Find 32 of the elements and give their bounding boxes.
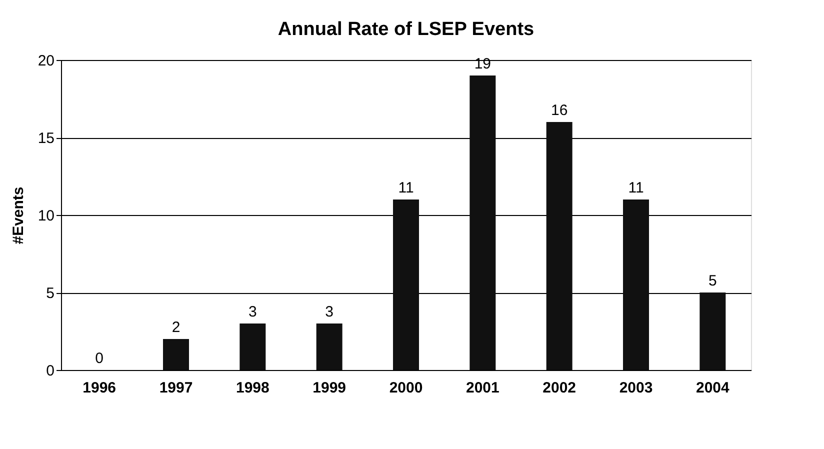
bar: [316, 324, 342, 370]
x-tick-label: 1999: [312, 380, 346, 396]
x-tick-label: 2002: [542, 380, 576, 396]
data-label: 3: [248, 304, 257, 320]
y-tick-label: 10: [38, 208, 54, 224]
chart-title: Annual Rate of LSEP Events: [278, 19, 534, 40]
bar: [700, 292, 726, 370]
x-tick-label: 2001: [466, 380, 500, 396]
data-label: 0: [95, 350, 104, 367]
x-tick-label: 2000: [389, 380, 423, 396]
bar: [470, 76, 496, 370]
y-tick-label: 5: [46, 285, 54, 302]
bar: [163, 339, 189, 370]
x-tick-label: 2004: [696, 380, 730, 396]
data-label: 11: [398, 180, 414, 196]
bar: [393, 200, 419, 370]
data-label: 5: [708, 272, 717, 290]
x-tick-label: 1997: [159, 380, 193, 396]
y-tick-label: 20: [38, 52, 54, 70]
bar: [623, 200, 649, 370]
bar: [546, 122, 572, 370]
data-label: 2: [172, 319, 180, 336]
y-axis-title: #Events: [10, 186, 27, 244]
x-tick-label: 1998: [236, 380, 270, 396]
x-tick-label: 2003: [619, 380, 653, 396]
y-tick-label: 15: [38, 130, 54, 147]
data-label: 11: [628, 180, 644, 196]
bar: [240, 324, 266, 370]
x-tick-label: 1996: [82, 380, 116, 396]
y-tick-label: 0: [46, 362, 54, 380]
data-label: 3: [325, 304, 334, 320]
data-label: 16: [550, 102, 568, 119]
